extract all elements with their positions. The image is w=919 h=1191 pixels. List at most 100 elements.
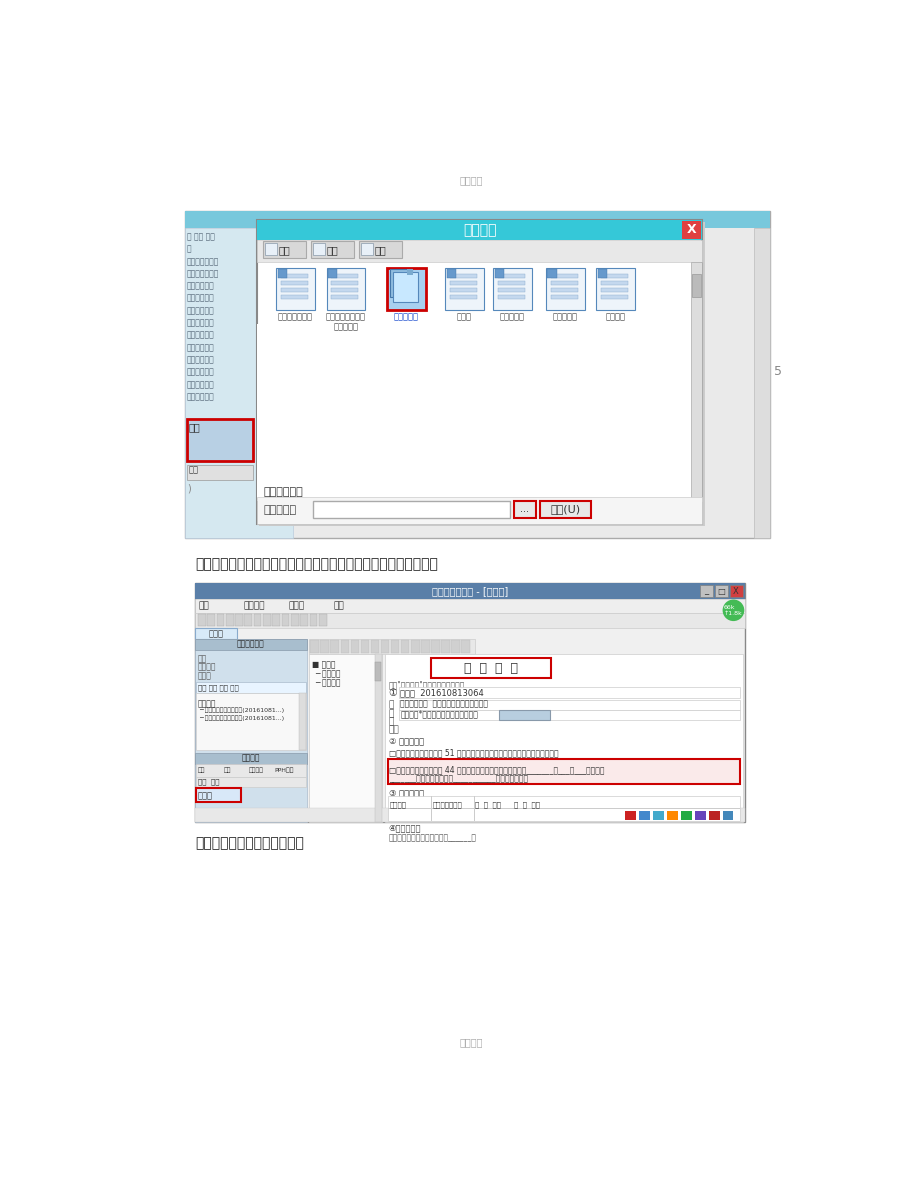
- Text: 种用于钎焊火: 种用于钎焊火: [187, 294, 215, 303]
- Text: 利: 利: [388, 709, 393, 718]
- Bar: [387, 268, 425, 310]
- Text: 种焊接管路制: 种焊接管路制: [187, 281, 215, 291]
- Text: 文件名称: 文件名称: [389, 802, 406, 807]
- Text: 说明书附图: 说明书附图: [500, 312, 525, 322]
- Bar: [391, 641, 399, 653]
- Bar: [388, 796, 739, 821]
- Text: 补  正  前。: 补 正 前。: [475, 802, 501, 807]
- Text: □根据专利法实施细则第 44 条的规定，针对国家知识产权局于_______年___月___日发出的: □根据专利法实施细则第 44 条的规定，针对国家知识产权局于_______年__…: [389, 765, 604, 774]
- Text: 保存全部: 保存全部: [244, 601, 265, 610]
- Bar: [624, 811, 635, 819]
- Text: 新建: 新建: [198, 768, 205, 773]
- Bar: [545, 268, 584, 310]
- Text: 种用于管路素: 种用于管路素: [187, 368, 215, 376]
- Text: 申请人（*应当填写第一署名申请人）: 申请人（*应当填写第一署名申请人）: [400, 710, 478, 718]
- Text: 申: 申: [388, 717, 393, 727]
- Bar: [690, 262, 701, 501]
- Bar: [358, 242, 402, 258]
- Bar: [550, 288, 577, 292]
- Bar: [195, 584, 744, 599]
- Bar: [185, 211, 769, 538]
- Bar: [265, 243, 277, 255]
- Bar: [196, 788, 241, 802]
- Bar: [682, 220, 700, 239]
- Text: 类型: 类型: [198, 654, 207, 663]
- Text: ■ 便件点: ■ 便件点: [312, 660, 335, 669]
- Text: 修改  删除: 修改 删除: [198, 779, 220, 785]
- Bar: [714, 585, 727, 597]
- Text: 电子申请编辑器 - [补正书]: 电子申请编辑器 - [补正书]: [431, 586, 507, 596]
- Text: 5: 5: [773, 364, 781, 378]
- Text: 种用于管路针样: 种用于管路针样: [187, 257, 220, 266]
- Bar: [449, 288, 476, 292]
- Bar: [729, 585, 742, 597]
- Text: 权利要求书: 权利要求书: [393, 312, 418, 322]
- Bar: [319, 615, 326, 625]
- Bar: [680, 811, 691, 819]
- Bar: [451, 641, 460, 653]
- Text: X: X: [686, 224, 696, 237]
- Text: ─ 补正原因: ─ 补正原因: [314, 669, 340, 679]
- Text: 说明书摘要: 说明书摘要: [552, 312, 577, 322]
- Bar: [309, 615, 317, 625]
- Bar: [309, 654, 382, 822]
- Text: ①: ①: [388, 688, 397, 698]
- Bar: [497, 274, 525, 279]
- Bar: [256, 497, 702, 524]
- Bar: [431, 659, 550, 678]
- Bar: [280, 288, 308, 292]
- Bar: [187, 418, 253, 461]
- Bar: [360, 641, 369, 653]
- Bar: [185, 227, 293, 538]
- Text: 补正: 补正: [223, 768, 231, 773]
- Text: 请：: 请：: [388, 725, 399, 735]
- Text: 发明名称: 发明名称: [198, 662, 216, 672]
- Text: 补  正  书  。: 补 正 书 。: [463, 661, 517, 674]
- Text: ③ 补正内容：: ③ 补正内容：: [388, 788, 424, 797]
- Text: 文件名称：: 文件名称：: [263, 505, 296, 516]
- Bar: [721, 811, 732, 819]
- Text: 说明书: 说明书: [457, 312, 471, 322]
- Text: 种明晶场水面: 种明晶场水面: [187, 392, 215, 401]
- Text: 种用于焊接管: 种用于焊接管: [187, 380, 215, 389]
- Bar: [331, 288, 358, 292]
- Text: □: □: [716, 586, 724, 596]
- Bar: [691, 274, 700, 297]
- Text: 导入补正文件: 导入补正文件: [263, 487, 302, 497]
- Bar: [441, 641, 449, 653]
- Text: 申报文件: 申报文件: [241, 754, 259, 762]
- Text: 申请号  201610813064: 申请号 201610813064: [400, 688, 483, 697]
- Text: 保存: 保存: [199, 601, 210, 610]
- Bar: [328, 269, 337, 279]
- Bar: [370, 641, 379, 653]
- Text: 66k
↑1.8k: 66k ↑1.8k: [723, 605, 742, 616]
- Bar: [390, 269, 412, 297]
- Bar: [281, 615, 289, 625]
- Bar: [195, 628, 237, 638]
- Bar: [597, 269, 607, 279]
- Bar: [547, 269, 556, 279]
- Bar: [350, 641, 358, 653]
- Bar: [600, 294, 628, 299]
- Bar: [497, 281, 525, 286]
- Bar: [256, 324, 690, 501]
- Bar: [225, 615, 233, 625]
- Bar: [185, 211, 769, 227]
- Text: 精品文档: 精品文档: [460, 175, 482, 185]
- Bar: [320, 641, 329, 653]
- Bar: [196, 777, 305, 787]
- Bar: [497, 288, 525, 292]
- Bar: [195, 599, 744, 612]
- Text: 申请号: 申请号: [198, 672, 211, 680]
- Bar: [494, 269, 504, 279]
- Bar: [388, 759, 739, 784]
- Bar: [195, 638, 307, 822]
- Bar: [638, 811, 649, 819]
- Text: 补  正  后。: 补 正 后。: [514, 802, 539, 807]
- Text: _______通知书（发文序号___________），进行补正。: _______通知书（发文序号___________），进行补正。: [389, 774, 528, 784]
- Bar: [600, 288, 628, 292]
- Bar: [360, 243, 373, 255]
- Text: 然后可以在左下方看到新加文件补正书，右边是补正书编辑窗口。: 然后可以在左下方看到新加文件补正书，右边是补正书编辑窗口。: [195, 557, 437, 572]
- Bar: [256, 239, 702, 262]
- Text: 补正书: 补正书: [208, 629, 223, 638]
